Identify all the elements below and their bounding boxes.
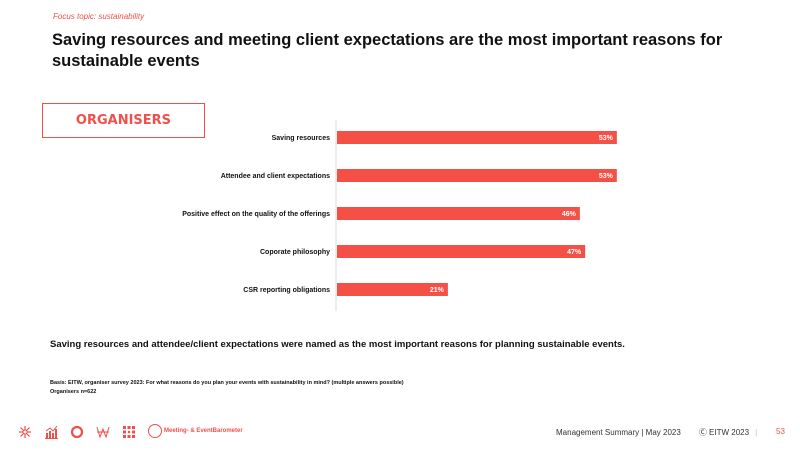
value-label: 53% xyxy=(599,135,614,142)
summary-text: Saving resources and attendee/client exp… xyxy=(50,339,625,350)
category-label: Saving resources xyxy=(272,135,330,142)
bar-1 xyxy=(337,169,617,182)
basis-line-2: Organisers n=622 xyxy=(50,389,97,395)
barometer-logo: Meeting- & EventBarometer xyxy=(148,424,243,438)
page-number: 53 xyxy=(776,427,785,436)
grid-icon xyxy=(123,426,135,438)
segment-label-box: ORGANISERS xyxy=(42,103,205,138)
category-label: CSR reporting obligations xyxy=(243,287,330,294)
bar-2 xyxy=(337,207,580,220)
basis-note: Basis: EITW, organiser survey 2023: For … xyxy=(50,379,404,397)
report-label: Management Summary | May 2023 xyxy=(556,428,681,437)
sparkle-icon xyxy=(19,426,31,438)
category-label: Attendee and client expectations xyxy=(221,173,330,180)
focus-topic: Focus topic: sustainability xyxy=(53,12,145,21)
footer-icons xyxy=(18,425,136,439)
footer-separator: | xyxy=(755,428,758,437)
copyright: Ⓒ EITW 2023 xyxy=(698,428,750,437)
bar-0 xyxy=(337,131,617,144)
bar-chart: Saving resources 53% Attendee and client e… xyxy=(182,120,617,311)
page-title: Saving resources and meeting client expe… xyxy=(52,31,723,70)
value-label: 46% xyxy=(562,211,577,218)
value-label: 53% xyxy=(599,173,614,180)
network-icon xyxy=(96,426,110,439)
category-label: Positive effect on the quality of the of… xyxy=(182,211,330,218)
bar-chart-icon xyxy=(45,425,58,439)
value-label: 21% xyxy=(430,287,445,294)
basis-line-1: Basis: EITW, organiser survey 2023: For … xyxy=(50,380,404,386)
bar-4 xyxy=(337,283,448,296)
logo-text: Meeting- & EventBarometer xyxy=(164,428,243,434)
bars-layer: Saving resources 53% Attendee and client e… xyxy=(182,131,617,296)
footer-info: Management Summary | May 2023 Ⓒ EITW 202… xyxy=(556,427,757,438)
value-label: 47% xyxy=(567,249,582,256)
category-label: Coporate philosophy xyxy=(260,249,330,256)
bar-3 xyxy=(337,245,586,258)
segment-label: ORGANISERS xyxy=(75,113,172,128)
ring-icon xyxy=(70,425,84,439)
logo-ring-icon xyxy=(148,424,162,438)
